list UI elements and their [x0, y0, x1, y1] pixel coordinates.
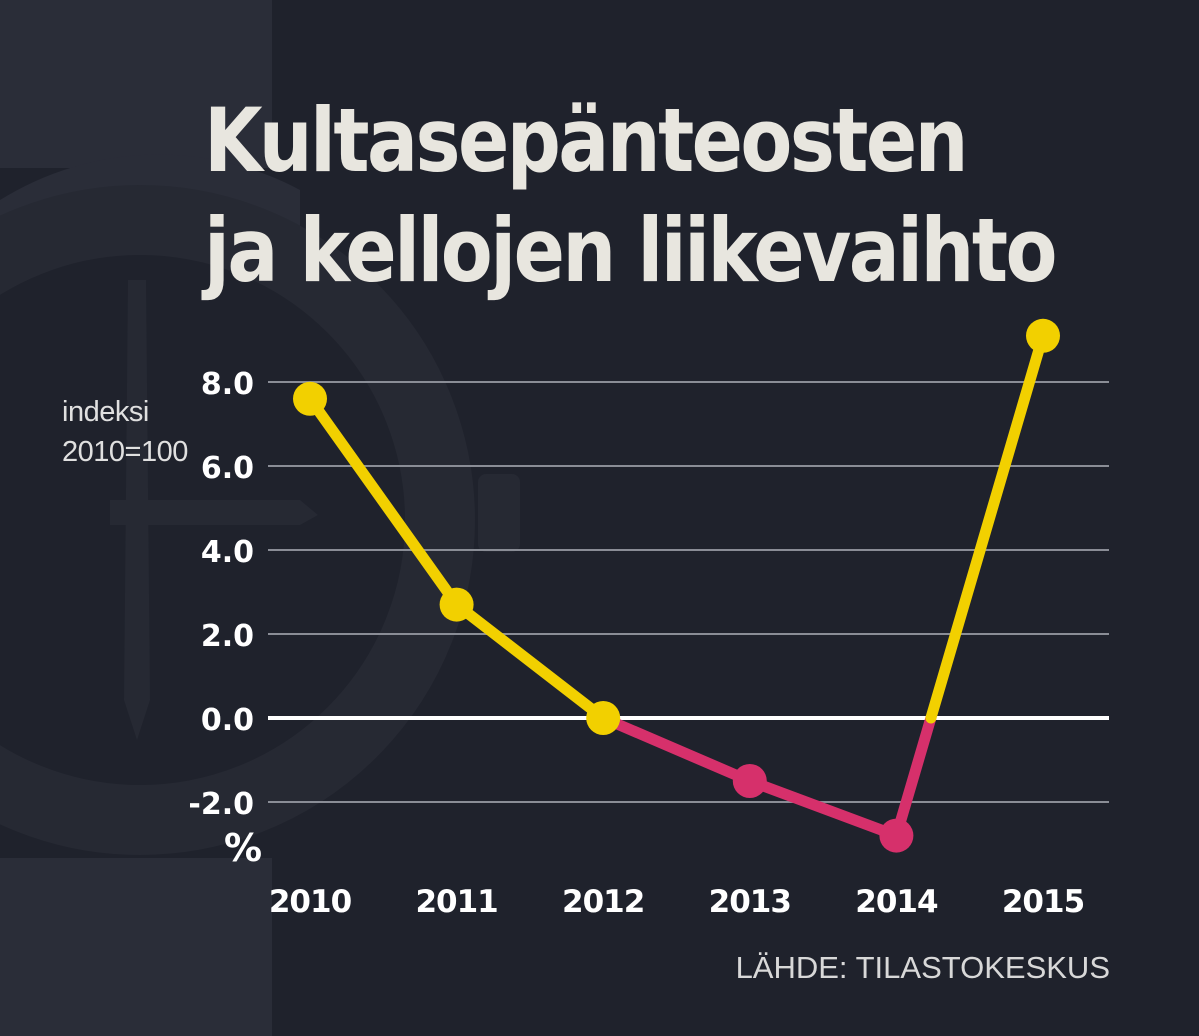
y-tick-label: 2.0	[201, 619, 254, 654]
x-tick-label: 2010	[269, 884, 352, 920]
data-point	[879, 818, 914, 853]
gridlines	[268, 381, 1109, 803]
y-tick-label: -2.0	[188, 787, 254, 822]
y-tick-label: 6.0	[201, 451, 254, 486]
x-tick-label: 2012	[562, 884, 644, 920]
index-base-note: indeksi 2010=100	[62, 392, 188, 472]
x-tick-label: 2014	[855, 884, 938, 920]
index-note-line-2: 2010=100	[62, 436, 188, 468]
y-tick-label: 4.0	[201, 535, 254, 570]
data-point	[293, 381, 327, 416]
x-tick-label: 2015	[1002, 884, 1084, 920]
data-point	[1026, 318, 1060, 353]
y-axis-ticks: 8.0 6.0 4.0 2.0 0.0 -2.0	[188, 367, 254, 822]
chart-title-line-1: Kultasepänteosten	[204, 89, 969, 192]
x-axis-ticks: 2010 2011 2012 2013 2014 2015	[269, 884, 1085, 920]
source-credit: LÄHDE: TILASTOKESKUS	[735, 950, 1110, 985]
series-line-segment	[304, 393, 463, 611]
index-note-line-1: indeksi	[62, 396, 149, 428]
series-line-segment	[925, 330, 1049, 724]
y-tick-label: 8.0	[201, 367, 254, 402]
chart-title-line-2: ja kellojen liikevaihto	[204, 199, 1057, 302]
data-point	[732, 764, 767, 798]
x-tick-label: 2011	[415, 884, 497, 920]
x-tick-label: 2013	[709, 884, 791, 920]
series-line-segment	[744, 775, 902, 842]
series-points	[293, 318, 1060, 853]
y-unit-label: %	[224, 826, 263, 870]
series-line-segment	[890, 712, 937, 842]
series-line-segment	[597, 712, 756, 787]
data-point	[439, 587, 474, 622]
series-line	[304, 330, 1049, 842]
series-line-segment	[451, 599, 609, 724]
data-point	[586, 701, 621, 735]
chart-title: Kultasepänteosten ja kellojen liikevaiht…	[204, 86, 1057, 306]
y-tick-label: 0.0	[201, 703, 254, 738]
